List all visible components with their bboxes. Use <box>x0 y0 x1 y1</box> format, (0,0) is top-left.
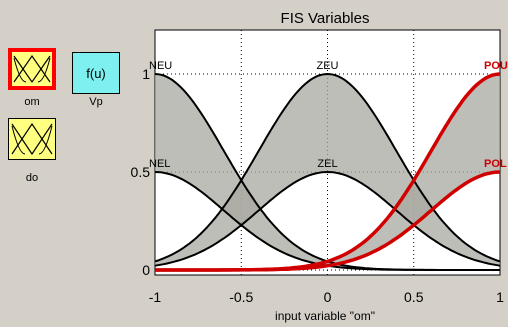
input-variable-om-label: om <box>24 96 40 108</box>
x-tick-label: -1 <box>149 289 162 305</box>
x-axis-label: input variable "om" <box>275 309 375 323</box>
window-title: FIS Variables <box>280 10 370 27</box>
x-tick-label: 1 <box>496 289 504 305</box>
mf-curve-ZEL[interactable] <box>154 170 501 267</box>
mf-curve-ZEU[interactable] <box>154 72 501 263</box>
mf-label-ZEU: ZEU <box>317 60 339 72</box>
mf-label-POL: POL <box>484 158 507 170</box>
input-variable-do-block[interactable] <box>8 118 56 160</box>
mf-label-NEL: NEL <box>149 158 170 170</box>
x-tick-label: 0.5 <box>404 289 424 305</box>
mf-curve-POL[interactable] <box>155 170 501 272</box>
membership-function-icon <box>13 54 51 84</box>
y-tick-label: 0.5 <box>131 164 151 180</box>
function-label: f(u) <box>86 65 106 81</box>
mf-fill-regions <box>155 74 500 270</box>
input-variable-om-block[interactable] <box>8 48 56 90</box>
mf-label-ZEL: ZEL <box>317 158 337 170</box>
mf-label-NEU: NEU <box>149 60 172 72</box>
mf-label-POU: POU <box>484 60 508 72</box>
output-variable-vp-label: Vp <box>89 96 103 108</box>
output-function-vp-block[interactable]: f(u) <box>72 52 120 94</box>
y-tick-label: 0 <box>142 262 150 278</box>
mf-labels: NEU ZEU POU NEL ZEL POL <box>149 60 508 170</box>
x-tick-label: -0.5 <box>229 289 253 305</box>
x-tick-label: 0 <box>324 289 332 305</box>
y-tick-label: 1 <box>142 66 150 82</box>
axis-ticks: -1 -0.5 0 0.5 1 0 0.5 1 <box>131 66 505 305</box>
membership-function-icon <box>11 122 53 156</box>
input-variable-do-label: do <box>25 172 39 184</box>
mf-curves <box>154 72 501 272</box>
mf-fill-POU <box>155 74 500 270</box>
